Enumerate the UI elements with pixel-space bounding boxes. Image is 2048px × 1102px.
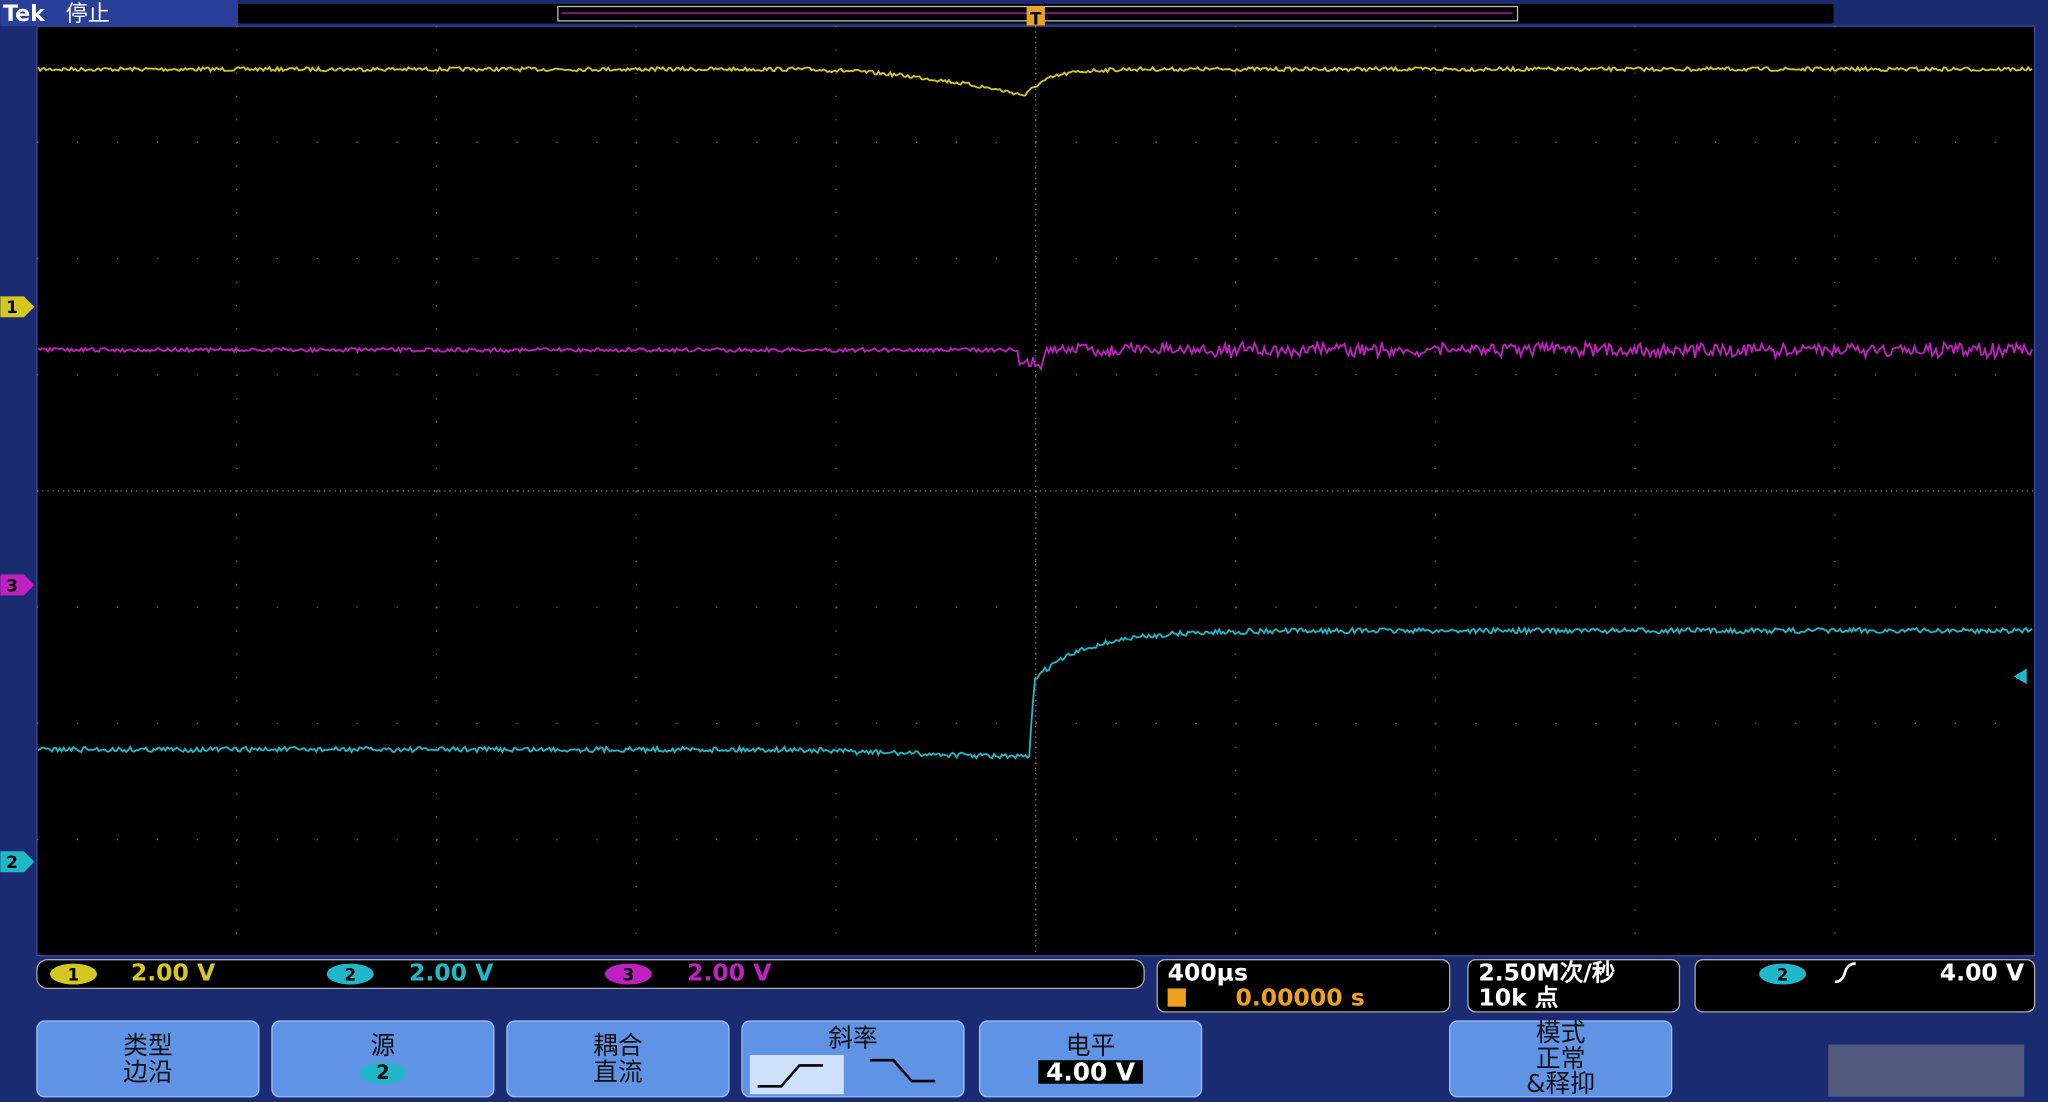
menu-extra: &释抑 [1526, 1069, 1595, 1098]
brand: Tek [3, 1, 46, 27]
trigger-source: 2 [1777, 965, 1789, 985]
menu-value: 正常 [1536, 1044, 1586, 1073]
menu-value: 直流 [593, 1057, 643, 1086]
trigger-pos-marker [1026, 6, 1045, 31]
value-box [1038, 1060, 1143, 1084]
trigger-level-marker [2013, 668, 2027, 685]
slope-falling-icon [869, 1058, 936, 1083]
slope-icon [1834, 962, 1856, 984]
record-length: 10k 点 [1478, 983, 1558, 1011]
ch1-scale: 2.00 V [131, 959, 216, 987]
menu-button [36, 1020, 260, 1098]
menu-value: 2 [376, 1061, 390, 1084]
menu-label: 源 [371, 1031, 396, 1060]
ch2-marker-label: 2 [6, 853, 18, 873]
slope-rising [749, 1054, 844, 1095]
ch1-marker-label: 1 [6, 298, 18, 318]
channel-readout [36, 959, 1145, 990]
trigger-source-badge [1759, 963, 1807, 985]
ch3-number: 3 [622, 965, 634, 985]
menu-button [271, 1020, 495, 1098]
run-status: 停止 [66, 1, 110, 27]
ch2-badge [326, 963, 374, 985]
sample-rate: 2.50M次/秒 [1478, 959, 1615, 987]
menu-value: 边沿 [123, 1057, 173, 1086]
waveform [37, 625, 2033, 760]
menu-button [978, 1020, 1203, 1098]
waveform [37, 339, 2033, 372]
trigger-position: 0.00000 s [1236, 983, 1365, 1011]
ch3-badge [604, 963, 652, 985]
ch2-number: 2 [344, 965, 356, 985]
menu-label: 电平 [1066, 1031, 1116, 1060]
trigger-icon [1167, 988, 1186, 1007]
menu-label: 斜率 [828, 1023, 878, 1052]
slope-rising-icon [757, 1064, 823, 1088]
ch1-badge [49, 963, 97, 985]
acquisition-readout [1467, 959, 1681, 1013]
ch2-scale: 2.00 V [409, 959, 494, 987]
ch3-marker-label: 3 [6, 576, 18, 596]
ch2-marker [0, 851, 35, 873]
ch3-marker [0, 574, 35, 596]
trigger-level: 4.00 V [1940, 959, 2025, 987]
watermark [1828, 1044, 2025, 1097]
status-bar [0, 0, 238, 27]
timebase-readout [1156, 959, 1451, 1013]
ch1-number: 1 [68, 965, 80, 985]
ch3-scale: 2.00 V [687, 959, 772, 987]
ch1-marker [0, 296, 35, 318]
timebase-scale: 400µs [1168, 959, 1248, 987]
menu-label: 模式 [1536, 1018, 1586, 1047]
menu-label: 类型 [123, 1031, 173, 1060]
menu-button [1449, 1020, 1673, 1098]
trigger-marker-label: T [1030, 10, 1042, 30]
menu-label: 耦合 [593, 1031, 643, 1060]
waveform [37, 65, 2033, 97]
value-badge [359, 1062, 407, 1084]
menu-value: 4.00 V [1046, 1057, 1136, 1086]
menu-button [506, 1020, 730, 1098]
